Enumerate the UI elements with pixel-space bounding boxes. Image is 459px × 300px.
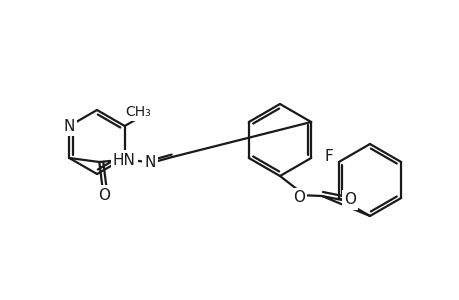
Text: F: F xyxy=(324,149,333,164)
Text: HN: HN xyxy=(112,152,135,167)
Text: O: O xyxy=(292,190,304,206)
Text: N: N xyxy=(144,154,156,169)
Text: N: N xyxy=(63,118,75,134)
Text: O: O xyxy=(98,188,110,202)
Text: O: O xyxy=(343,193,355,208)
Text: CH₃: CH₃ xyxy=(125,105,150,119)
